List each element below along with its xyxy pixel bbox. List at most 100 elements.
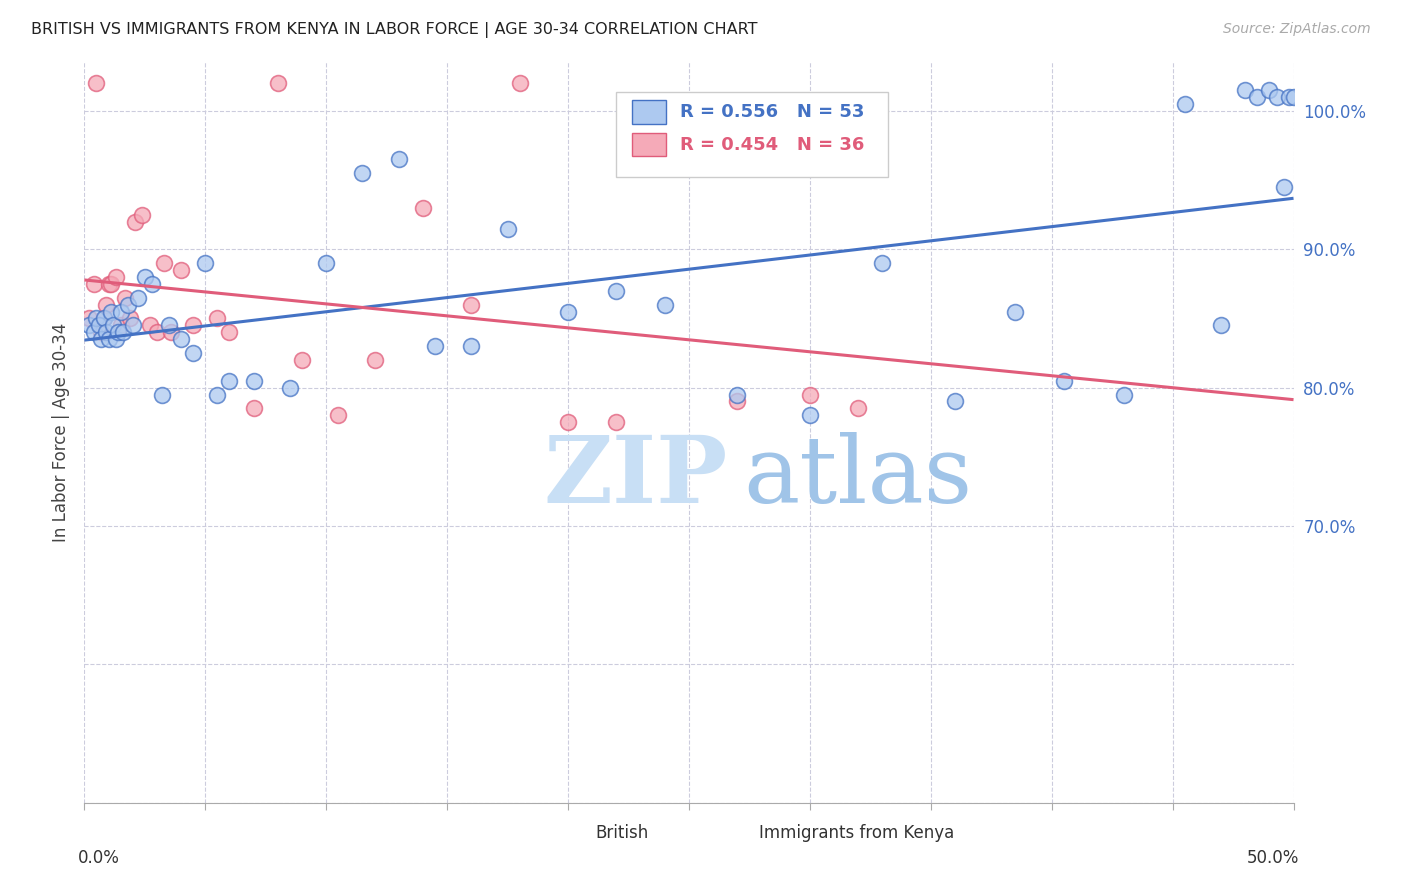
Point bbox=[146, 326, 169, 340]
Point bbox=[725, 394, 748, 409]
Point bbox=[1114, 387, 1136, 401]
Text: 50.0%: 50.0% bbox=[1247, 848, 1299, 867]
Point bbox=[77, 318, 100, 333]
Point bbox=[134, 269, 156, 284]
Point bbox=[1265, 90, 1288, 104]
Point bbox=[107, 326, 129, 340]
Text: Immigrants from Kenya: Immigrants from Kenya bbox=[759, 824, 955, 842]
Point bbox=[799, 387, 821, 401]
Point bbox=[363, 353, 385, 368]
Point bbox=[291, 353, 314, 368]
Point bbox=[121, 318, 143, 333]
Point bbox=[557, 415, 579, 429]
Point bbox=[1272, 180, 1295, 194]
FancyBboxPatch shape bbox=[616, 92, 889, 178]
Point bbox=[207, 311, 229, 326]
Point bbox=[97, 332, 120, 346]
Point bbox=[509, 76, 531, 90]
Text: R = 0.454   N = 36: R = 0.454 N = 36 bbox=[681, 136, 865, 153]
Point bbox=[112, 326, 135, 340]
Point bbox=[87, 318, 110, 333]
Point bbox=[181, 318, 204, 333]
Point bbox=[218, 326, 240, 340]
Point bbox=[242, 374, 264, 388]
Point bbox=[1278, 90, 1301, 104]
Point bbox=[1209, 318, 1232, 333]
Point bbox=[194, 256, 217, 270]
Point bbox=[103, 318, 125, 333]
Point bbox=[352, 166, 374, 180]
Point bbox=[846, 401, 869, 416]
Text: British: British bbox=[596, 824, 650, 842]
Point bbox=[278, 381, 301, 395]
Point bbox=[150, 387, 173, 401]
Text: R = 0.556   N = 53: R = 0.556 N = 53 bbox=[681, 103, 865, 121]
Point bbox=[242, 401, 264, 416]
Point bbox=[100, 277, 122, 291]
Point bbox=[654, 297, 676, 311]
Point bbox=[110, 304, 132, 318]
Point bbox=[141, 277, 163, 291]
Point bbox=[328, 409, 350, 423]
Point bbox=[1004, 304, 1026, 318]
Point bbox=[605, 415, 627, 429]
Point bbox=[423, 339, 446, 353]
Point bbox=[1053, 374, 1076, 388]
Point bbox=[131, 208, 153, 222]
Point bbox=[943, 394, 966, 409]
Point bbox=[90, 326, 112, 340]
Point bbox=[872, 256, 894, 270]
Point bbox=[605, 284, 627, 298]
Point bbox=[170, 332, 193, 346]
Point bbox=[654, 153, 676, 167]
Point bbox=[138, 318, 160, 333]
Point bbox=[725, 387, 748, 401]
Text: BRITISH VS IMMIGRANTS FROM KENYA IN LABOR FORCE | AGE 30-34 CORRELATION CHART: BRITISH VS IMMIGRANTS FROM KENYA IN LABO… bbox=[31, 22, 758, 38]
Point bbox=[124, 214, 146, 228]
Point bbox=[127, 291, 149, 305]
Point bbox=[120, 311, 142, 326]
Text: 0.0%: 0.0% bbox=[79, 848, 120, 867]
Point bbox=[1282, 90, 1305, 104]
Point bbox=[1246, 90, 1268, 104]
Point bbox=[94, 297, 117, 311]
Point bbox=[157, 318, 180, 333]
Text: ZIP: ZIP bbox=[544, 432, 728, 522]
Point bbox=[460, 297, 482, 311]
FancyBboxPatch shape bbox=[713, 822, 747, 845]
Point bbox=[315, 256, 337, 270]
Point bbox=[114, 291, 136, 305]
Point bbox=[93, 311, 115, 326]
Point bbox=[100, 304, 122, 318]
Point bbox=[388, 153, 411, 167]
Point bbox=[1234, 83, 1257, 97]
Point bbox=[86, 311, 108, 326]
FancyBboxPatch shape bbox=[633, 100, 666, 124]
Text: atlas: atlas bbox=[744, 432, 973, 522]
Point bbox=[557, 304, 579, 318]
Point bbox=[1174, 97, 1197, 112]
Point bbox=[496, 221, 519, 235]
Point bbox=[97, 277, 120, 291]
Point bbox=[267, 76, 290, 90]
Point bbox=[77, 311, 100, 326]
Point bbox=[1258, 83, 1281, 97]
Point bbox=[460, 339, 482, 353]
FancyBboxPatch shape bbox=[633, 133, 666, 156]
Point bbox=[181, 346, 204, 360]
Point bbox=[83, 326, 105, 340]
Point bbox=[93, 311, 115, 326]
Point bbox=[104, 332, 127, 346]
Y-axis label: In Labor Force | Age 30-34: In Labor Force | Age 30-34 bbox=[52, 323, 70, 542]
Point bbox=[86, 76, 108, 90]
Point bbox=[94, 326, 117, 340]
Point bbox=[170, 263, 193, 277]
Point bbox=[104, 269, 127, 284]
Text: Source: ZipAtlas.com: Source: ZipAtlas.com bbox=[1223, 22, 1371, 37]
Point bbox=[83, 277, 105, 291]
Point bbox=[110, 318, 132, 333]
Point bbox=[117, 297, 139, 311]
Point bbox=[218, 374, 240, 388]
Point bbox=[799, 409, 821, 423]
Point bbox=[160, 326, 183, 340]
